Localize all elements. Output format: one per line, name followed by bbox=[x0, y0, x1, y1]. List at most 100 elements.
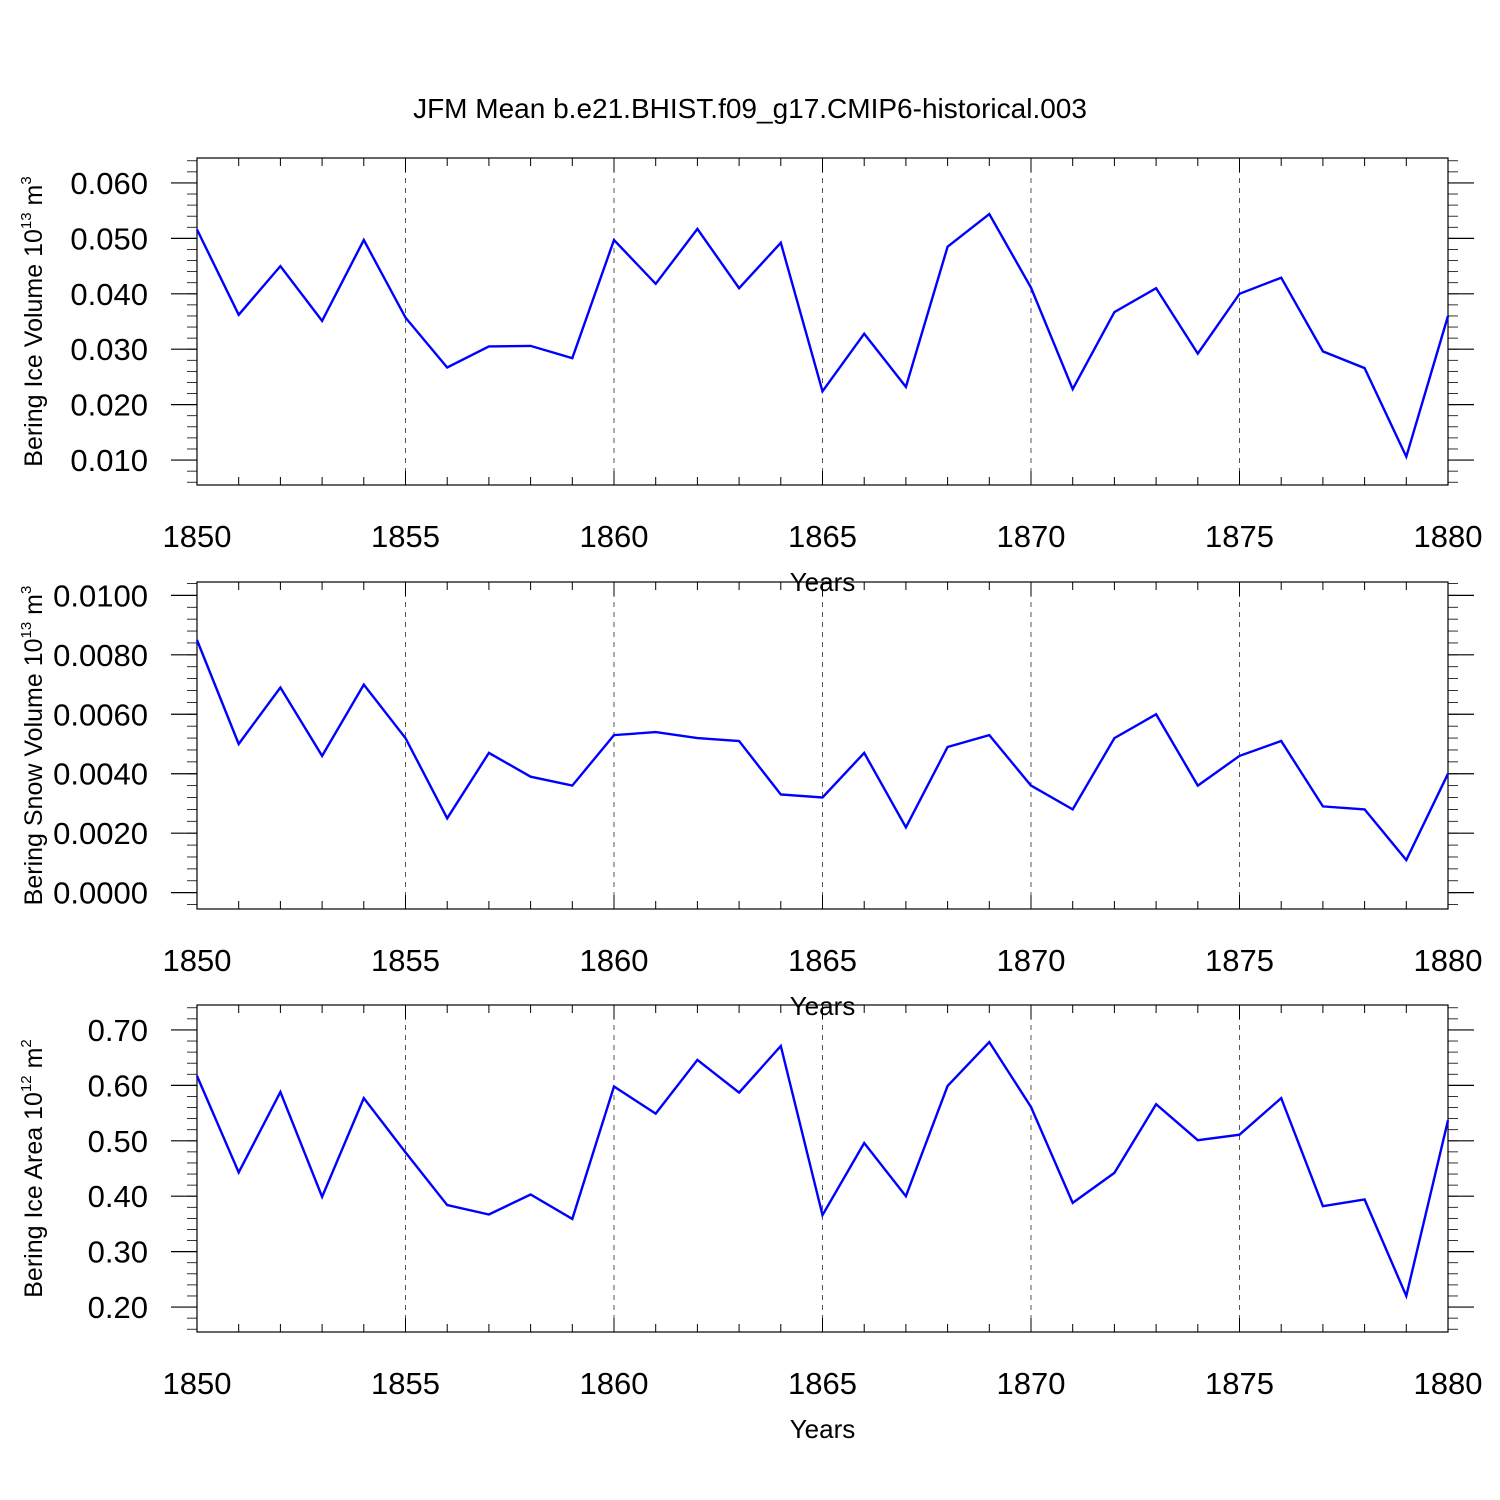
x-tick-label: 1850 bbox=[163, 943, 232, 978]
y-axis-label: Bering Ice Volume 1013 m3 bbox=[18, 176, 48, 466]
y-axis-label-exponent: 13 bbox=[18, 622, 35, 639]
series-line bbox=[195, 639, 1450, 863]
data-point bbox=[904, 385, 908, 389]
y-tick-label: 0.050 bbox=[70, 221, 148, 256]
data-point bbox=[1112, 736, 1116, 740]
data-point bbox=[237, 313, 241, 317]
x-tick-label: 1860 bbox=[580, 1366, 649, 1401]
data-point bbox=[779, 1044, 783, 1048]
data-point bbox=[570, 356, 574, 360]
data-point bbox=[779, 793, 783, 797]
x-tick-label: 1870 bbox=[997, 1366, 1066, 1401]
series-line bbox=[195, 212, 1450, 461]
x-tick-label: 1880 bbox=[1414, 943, 1483, 978]
data-point bbox=[320, 754, 324, 758]
data-point bbox=[195, 638, 199, 642]
data-point bbox=[946, 245, 950, 249]
x-tick-label: 1855 bbox=[371, 943, 440, 978]
data-point bbox=[1404, 1294, 1408, 1298]
data-point bbox=[487, 344, 491, 348]
data-point bbox=[1321, 804, 1325, 808]
data-point bbox=[529, 775, 533, 779]
data-point bbox=[404, 1150, 408, 1154]
y-axis-label-unit: m bbox=[20, 594, 48, 622]
y-tick-label: 0.40 bbox=[88, 1179, 148, 1214]
x-tick-label: 1855 bbox=[371, 1366, 440, 1401]
data-point bbox=[821, 389, 825, 393]
data-point bbox=[1112, 310, 1116, 314]
data-point bbox=[695, 1058, 699, 1062]
data-point bbox=[1446, 1118, 1450, 1122]
x-tick-label: 1860 bbox=[580, 519, 649, 554]
chart-panel-3: 0.20 0.30 0.40 0.50 0.60 0.70 1850 1855 1860 1865… bbox=[18, 1004, 1483, 1444]
y-axis-label-text: Bering Ice Volume 10 bbox=[20, 229, 48, 467]
data-point bbox=[987, 212, 991, 216]
data-point bbox=[862, 751, 866, 755]
data-point bbox=[570, 1217, 574, 1221]
data-point bbox=[1196, 1138, 1200, 1142]
data-point bbox=[737, 1091, 741, 1095]
data-point bbox=[821, 796, 825, 800]
x-tick-label: 1850 bbox=[163, 1366, 232, 1401]
y-tick-label: 0.0040 bbox=[53, 757, 148, 792]
data-point bbox=[1029, 1105, 1033, 1109]
data-point bbox=[737, 286, 741, 290]
data-point bbox=[1154, 712, 1158, 716]
y-axis-label-text: Bering Snow Volume 10 bbox=[20, 638, 48, 905]
data-point bbox=[1071, 807, 1075, 811]
x-tick-label: 1855 bbox=[371, 519, 440, 554]
data-point bbox=[1321, 1204, 1325, 1208]
data-point bbox=[1363, 1198, 1367, 1202]
data-point bbox=[1196, 784, 1200, 788]
data-point bbox=[904, 825, 908, 829]
data-point bbox=[654, 282, 658, 286]
data-point bbox=[695, 736, 699, 740]
data-point bbox=[237, 742, 241, 746]
x-tick-label: 1850 bbox=[163, 519, 232, 554]
y-axis-label: Bering Snow Volume 1013 m3 bbox=[18, 586, 48, 906]
y-axis-label: Bering Ice Area 1012 m2 bbox=[18, 1039, 48, 1298]
data-point bbox=[237, 1170, 241, 1174]
y-axis-label-unit-exponent: 3 bbox=[18, 586, 35, 594]
data-point bbox=[904, 1194, 908, 1198]
chart-panel-2: 0.0000 0.0020 0.0040 0.0060 0.0080 0.0100 1850… bbox=[18, 578, 1482, 1021]
data-point bbox=[612, 733, 616, 737]
y-tick-label: 0.0000 bbox=[53, 876, 148, 911]
chart-panel-1: 0.010 0.020 0.030 0.040 0.050 0.060 1850 1855 18… bbox=[18, 157, 1483, 597]
data-point bbox=[1154, 286, 1158, 290]
y-tick-label: 0.060 bbox=[70, 166, 148, 201]
data-point bbox=[1154, 1102, 1158, 1106]
data-point bbox=[278, 264, 282, 268]
data-point bbox=[487, 751, 491, 755]
y-tick-label: 0.0020 bbox=[53, 816, 148, 851]
y-tick-label: 0.60 bbox=[88, 1068, 148, 1103]
data-point bbox=[779, 241, 783, 245]
y-tick-label: 0.20 bbox=[88, 1290, 148, 1325]
data-point bbox=[1279, 739, 1283, 743]
data-point bbox=[862, 1141, 866, 1145]
data-point bbox=[1404, 455, 1408, 459]
x-tick-label: 1875 bbox=[1205, 519, 1274, 554]
data-point bbox=[529, 1193, 533, 1197]
data-point bbox=[1196, 352, 1200, 356]
data-point bbox=[612, 1085, 616, 1089]
y-tick-label: 0.040 bbox=[70, 277, 148, 312]
x-tick-label: 1880 bbox=[1414, 1366, 1483, 1401]
series-line bbox=[195, 1040, 1450, 1300]
data-point bbox=[987, 733, 991, 737]
data-point bbox=[529, 344, 533, 348]
data-point bbox=[946, 1084, 950, 1088]
x-tick-label: 1870 bbox=[997, 943, 1066, 978]
x-tick-label: 1870 bbox=[997, 519, 1066, 554]
data-point bbox=[821, 1213, 825, 1217]
data-point bbox=[737, 739, 741, 743]
data-point bbox=[362, 238, 366, 242]
chart-panels: 0.010 0.020 0.030 0.040 0.050 0.060 1850 1855 18… bbox=[18, 157, 1483, 1444]
data-point bbox=[570, 784, 574, 788]
x-tick-label: 1880 bbox=[1414, 519, 1483, 554]
y-tick-label: 0.020 bbox=[70, 388, 148, 423]
data-point bbox=[278, 1090, 282, 1094]
data-point bbox=[320, 319, 324, 323]
y-axis-label-unit-exponent: 3 bbox=[18, 176, 35, 184]
